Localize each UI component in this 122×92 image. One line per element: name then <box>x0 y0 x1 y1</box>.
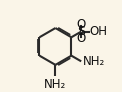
Text: S: S <box>77 25 85 38</box>
Text: O: O <box>77 18 86 31</box>
Text: NH₂: NH₂ <box>83 55 106 68</box>
Text: NH₂: NH₂ <box>44 78 67 91</box>
Text: OH: OH <box>89 25 107 38</box>
Text: O: O <box>77 32 86 45</box>
